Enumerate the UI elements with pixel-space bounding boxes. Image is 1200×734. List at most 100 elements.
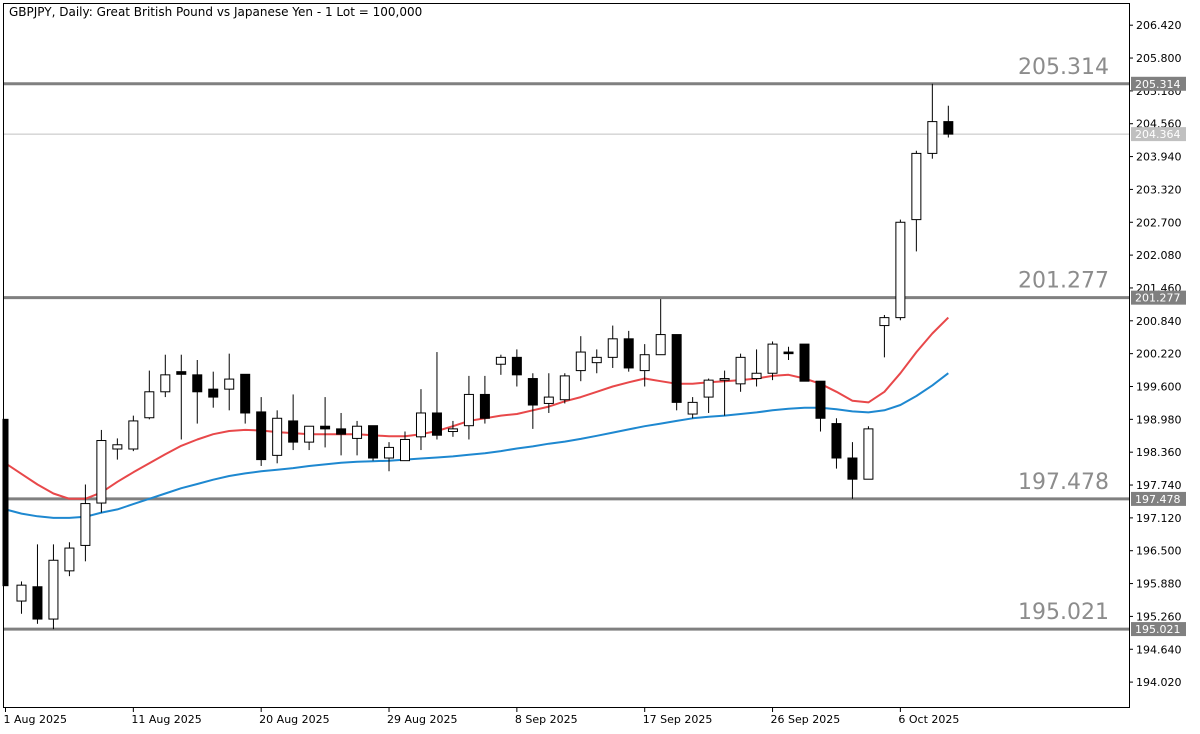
slow-moving-average-line xyxy=(5,372,949,519)
candle[interactable] xyxy=(463,375,474,440)
candle[interactable] xyxy=(208,371,219,408)
level-label: 205.314 xyxy=(1018,55,1109,80)
y-tick-label: 195.880 xyxy=(1136,578,1182,591)
candle[interactable] xyxy=(911,150,922,252)
candle[interactable] xyxy=(495,354,506,375)
candle[interactable] xyxy=(863,426,874,480)
candle[interactable] xyxy=(32,544,43,624)
candle-body-bearish xyxy=(208,388,219,398)
candle[interactable] xyxy=(703,378,714,413)
candle[interactable] xyxy=(336,412,347,456)
y-tick-label: 202.080 xyxy=(1136,249,1182,262)
candle[interactable] xyxy=(128,415,139,452)
candle[interactable] xyxy=(288,394,299,451)
level-price-tag xyxy=(1131,290,1186,305)
candle-body-bullish xyxy=(128,420,139,450)
candle[interactable] xyxy=(431,352,442,440)
y-tick-label: 198.360 xyxy=(1136,446,1182,459)
candle-body-bearish xyxy=(799,343,810,382)
candle[interactable] xyxy=(831,418,842,469)
price-axis[interactable]: 206.420205.800205.180204.560203.940203.3… xyxy=(1129,19,1186,689)
candle[interactable] xyxy=(895,219,906,321)
candle[interactable] xyxy=(559,373,570,404)
candle[interactable] xyxy=(224,353,235,411)
candle-body-bearish xyxy=(671,334,682,403)
candle-body-bearish xyxy=(192,374,203,393)
candle[interactable] xyxy=(192,360,203,424)
candle-body-bullish xyxy=(575,351,586,372)
candle-body-bullish xyxy=(655,334,666,356)
candle[interactable] xyxy=(671,334,682,411)
candle[interactable] xyxy=(575,336,586,382)
candle[interactable] xyxy=(607,325,618,368)
x-tick-label: 26 Sep 2025 xyxy=(771,713,841,726)
candle[interactable] xyxy=(16,581,27,614)
candle[interactable] xyxy=(48,544,59,630)
candle[interactable] xyxy=(511,349,522,387)
candle[interactable] xyxy=(639,344,650,387)
candle-body-bullish xyxy=(447,428,458,433)
candle-body-bearish xyxy=(256,411,267,461)
candle[interactable] xyxy=(655,299,666,356)
candle[interactable] xyxy=(879,314,890,358)
candle-body-bullish xyxy=(767,343,778,374)
level-price-tag xyxy=(1131,76,1186,91)
candle[interactable] xyxy=(368,425,379,461)
candle[interactable] xyxy=(799,343,810,382)
candle[interactable] xyxy=(447,420,458,437)
y-tick-label: 197.740 xyxy=(1136,479,1182,492)
candle-body-bearish xyxy=(511,356,522,376)
candle-body-bearish xyxy=(288,420,299,443)
candle[interactable] xyxy=(847,442,858,499)
candle-body-bullish xyxy=(607,338,618,358)
candle[interactable] xyxy=(751,349,762,387)
candle-body-bearish xyxy=(32,586,43,620)
candle[interactable] xyxy=(256,397,267,466)
y-tick-label: 197.120 xyxy=(1136,512,1182,525)
candle-body-bearish xyxy=(320,425,331,430)
candle[interactable] xyxy=(272,410,283,464)
candle[interactable] xyxy=(144,370,155,420)
candle[interactable] xyxy=(687,397,698,419)
candle-body-bullish xyxy=(543,396,554,404)
candle[interactable] xyxy=(783,346,794,361)
candle[interactable] xyxy=(176,354,187,440)
candle[interactable] xyxy=(80,484,91,562)
candle[interactable] xyxy=(352,420,363,456)
candle[interactable] xyxy=(304,425,315,451)
candle[interactable] xyxy=(400,431,410,462)
candle-body-bearish xyxy=(336,428,347,435)
candle[interactable] xyxy=(623,330,634,372)
candle[interactable] xyxy=(543,373,554,413)
candle[interactable] xyxy=(112,438,123,460)
candle-body-bullish xyxy=(112,444,123,450)
candle[interactable] xyxy=(527,373,538,429)
candle[interactable] xyxy=(815,380,826,432)
candle[interactable] xyxy=(735,353,746,392)
x-tick-label: 1 Aug 2025 xyxy=(4,713,67,726)
x-tick-label: 11 Aug 2025 xyxy=(131,713,201,726)
candle[interactable] xyxy=(927,83,938,159)
candle[interactable] xyxy=(415,389,426,451)
candle[interactable] xyxy=(719,370,730,416)
candle[interactable] xyxy=(384,442,395,472)
candle[interactable] xyxy=(943,105,954,138)
y-tick-label: 194.020 xyxy=(1136,676,1182,689)
candle[interactable] xyxy=(320,397,331,448)
candle[interactable] xyxy=(767,341,778,381)
candle-body-bullish xyxy=(591,356,602,364)
y-tick-label: 206.420 xyxy=(1136,19,1182,32)
level-price-tag-label: 205.314 xyxy=(1135,78,1181,91)
time-axis[interactable]: 1 Aug 2025 11 Aug 2025 20 Aug 2025 29 Aug 2… xyxy=(4,707,960,726)
candle[interactable] xyxy=(160,354,171,398)
level-price-tag-label: 195.021 xyxy=(1135,623,1181,636)
candle[interactable] xyxy=(240,373,251,424)
candle[interactable] xyxy=(96,429,107,513)
candle[interactable] xyxy=(64,542,75,577)
candle[interactable] xyxy=(479,375,490,424)
y-tick-label: 196.500 xyxy=(1136,545,1182,558)
candle[interactable] xyxy=(591,349,602,374)
candle-body-bullish xyxy=(495,356,506,365)
current-price-tag xyxy=(1131,127,1186,142)
